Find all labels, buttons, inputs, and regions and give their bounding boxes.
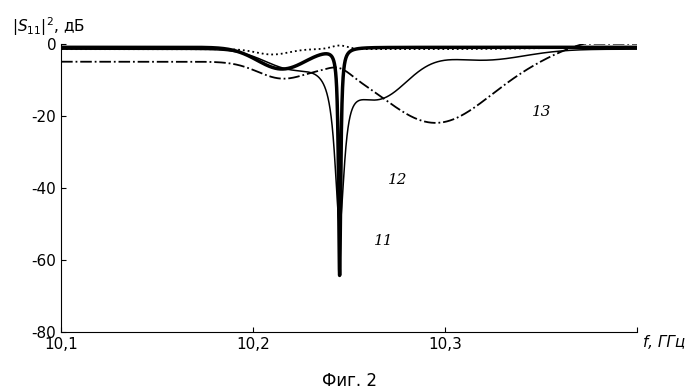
Text: 11: 11 [374, 234, 393, 248]
Text: $|S_{11}|^2$, дБ: $|S_{11}|^2$, дБ [12, 15, 85, 38]
Text: 12: 12 [388, 173, 407, 187]
Text: Фиг. 2: Фиг. 2 [323, 372, 377, 390]
Text: f, ГГц: f, ГГц [643, 335, 685, 349]
Text: 13: 13 [532, 105, 551, 119]
